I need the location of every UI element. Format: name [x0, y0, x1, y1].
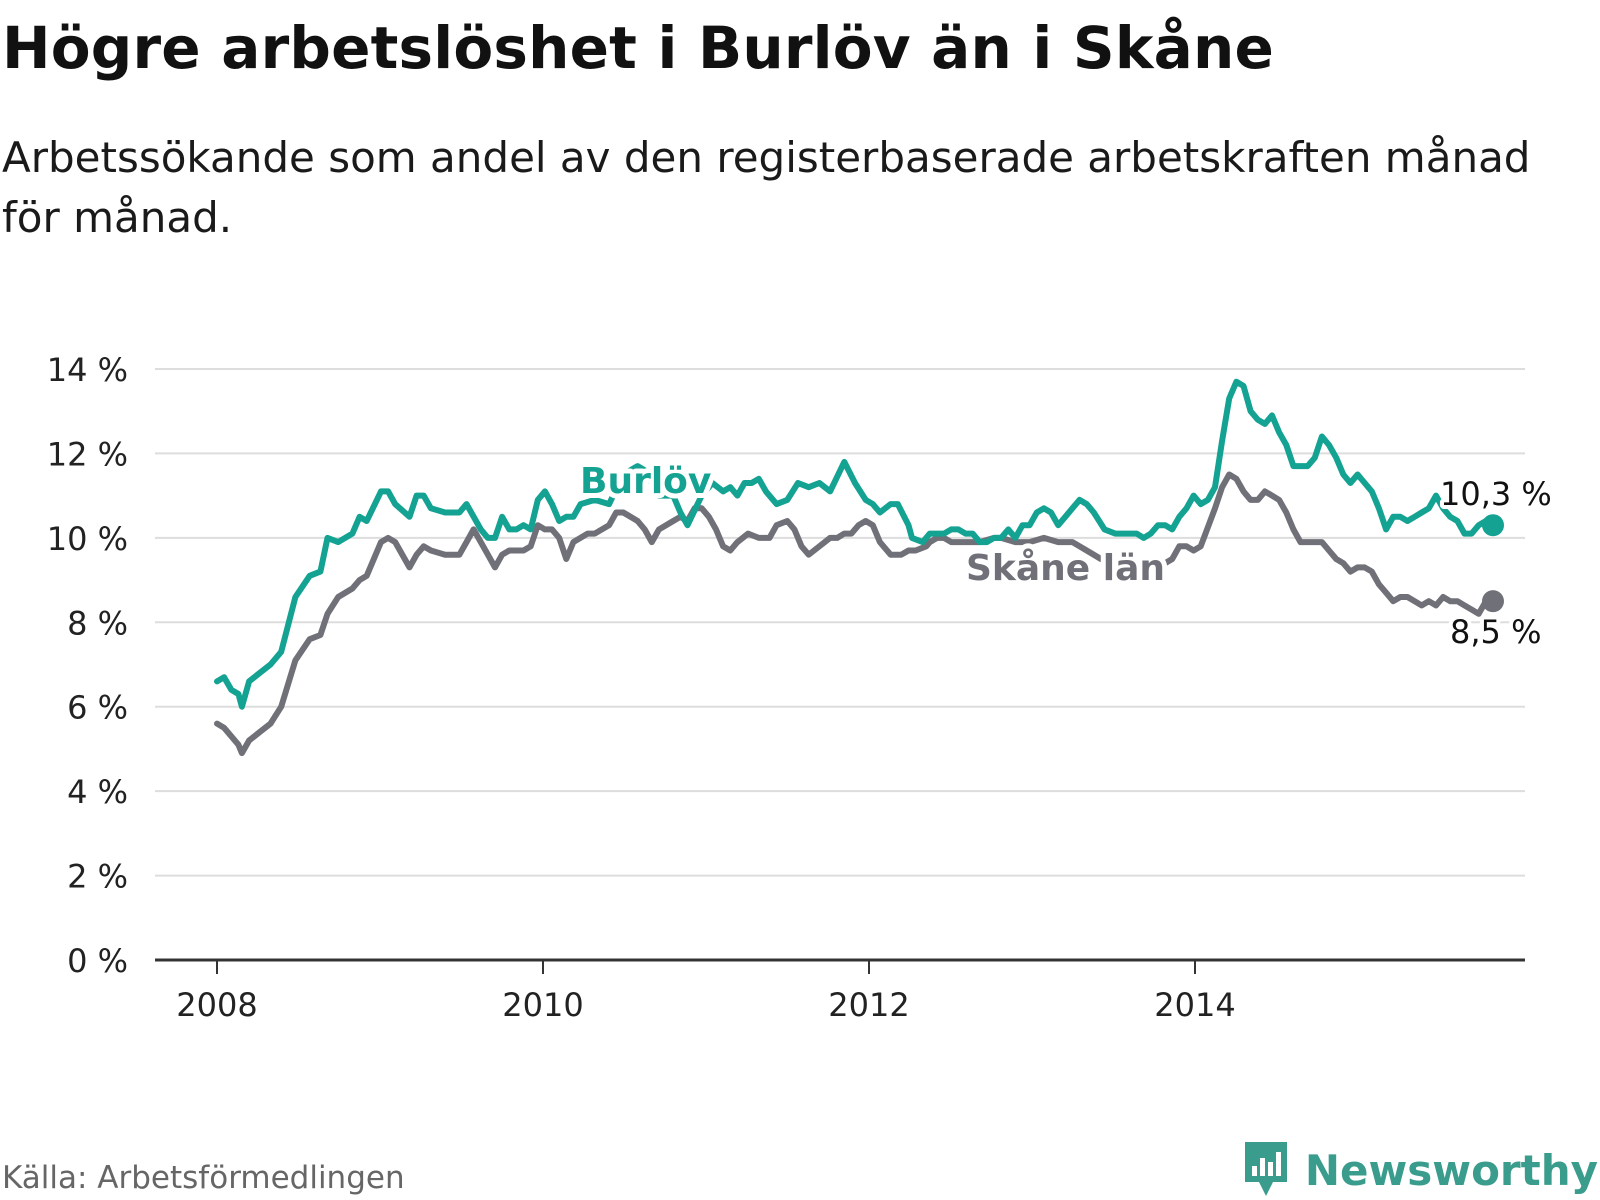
end-value-label-burlov: 10,3 %: [1440, 475, 1552, 513]
series-label-burlov: Burlöv: [580, 461, 711, 502]
end-point-skane-lan: [1482, 590, 1504, 613]
y-tick-label: 6 %: [67, 689, 128, 727]
x-axis: 20082010201220142017201920212023: [155, 958, 1525, 1024]
y-tick-label: 4 %: [67, 773, 128, 811]
series-label-skane-lan: Skåne län: [966, 548, 1165, 589]
x-tick-label: 2014: [1154, 986, 1235, 1024]
y-tick-label: 12 %: [47, 435, 128, 473]
newsworthy-logo-icon: [1244, 1142, 1287, 1196]
x-tick-label: 2008: [176, 986, 257, 1024]
chart-subtitle: Arbetssökande som andel av den registerb…: [2, 133, 1531, 242]
y-tick-label: 0 %: [67, 942, 128, 980]
series-line-skane-lan: [214, 471, 1496, 757]
chart-title: Högre arbetslöshet i Burlöv än i Skåne: [2, 14, 1274, 82]
brand-name: Newsworthy: [1304, 1145, 1598, 1195]
end-point-burlov: [1482, 514, 1504, 537]
y-tick-label: 14 %: [47, 351, 128, 389]
y-axis-ticks: 0 % 2 % 4 % 6 % 8 % 10 % 12 % 14 %: [47, 351, 128, 980]
series-line-burlov: [214, 378, 1496, 710]
x-tick-label: 2010: [502, 986, 583, 1024]
end-value-label-skane-lan: 8,5 %: [1450, 613, 1541, 651]
y-tick-label: 10 %: [47, 520, 128, 558]
y-tick-label: 8 %: [67, 604, 128, 642]
x-tick-label: 2012: [828, 986, 909, 1024]
series-labels: Burlöv Skåne län 10,3 % 8,5 %: [575, 456, 1556, 655]
y-tick-label: 2 %: [67, 858, 128, 896]
series-lines: [214, 378, 1504, 757]
source-note: Källa: Arbetsförmedlingen: [2, 1160, 405, 1196]
brand-logo[interactable]: Newsworthy: [1241, 1140, 1598, 1200]
line-chart: 0 % 2 % 4 % 6 % 8 % 10 % 12 % 14 % 2008 2010 2012…: [46, 351, 1556, 1024]
